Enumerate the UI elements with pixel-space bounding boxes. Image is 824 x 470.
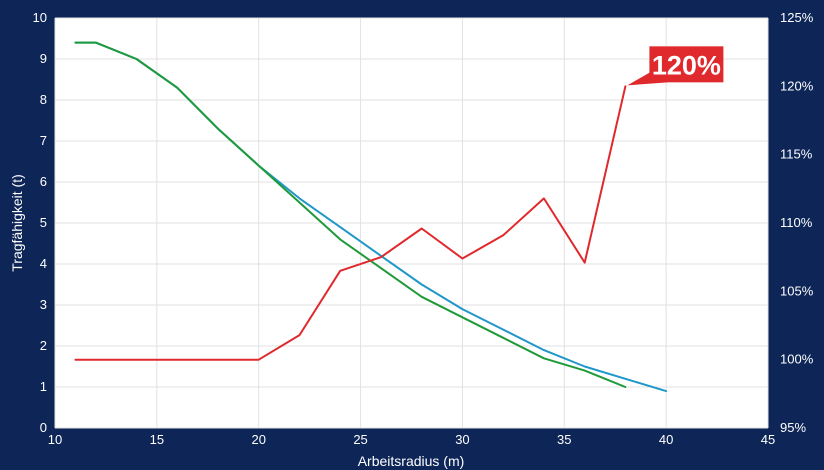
x-tick-label: 30 bbox=[455, 432, 469, 447]
y2-tick-label: 110% bbox=[780, 215, 813, 230]
series-line-2 bbox=[74, 41, 627, 388]
y2-tick-label: 120% bbox=[780, 78, 814, 93]
y-tick-label: 0 bbox=[40, 420, 47, 435]
y-tick-label: 2 bbox=[40, 338, 47, 353]
x-tick-label: 10 bbox=[48, 432, 62, 447]
y2-tick-label: 105% bbox=[780, 283, 814, 298]
y-tick-label: 3 bbox=[40, 297, 47, 312]
y-tick-label: 5 bbox=[40, 215, 47, 230]
x-tick-label: 15 bbox=[150, 432, 164, 447]
x-tick-label: 40 bbox=[659, 432, 673, 447]
y-tick-label: 8 bbox=[40, 92, 47, 107]
y-tick-label: 7 bbox=[40, 133, 47, 148]
x-tick-label: 20 bbox=[251, 432, 265, 447]
y-tick-label: 9 bbox=[40, 51, 47, 66]
series-line-3 bbox=[74, 85, 627, 361]
y2-tick-label: 125% bbox=[780, 10, 814, 25]
y-tick-labels: 0 1 2 3 4 5 6 7 8 9 10 bbox=[33, 10, 47, 435]
annotation-box bbox=[649, 46, 724, 83]
x-axis-title: Arbeitsradius (m) bbox=[358, 453, 465, 469]
y-tick-label: 6 bbox=[40, 174, 47, 189]
x-tick-labels: 10 15 20 25 30 35 40 45 bbox=[48, 432, 775, 447]
grid-layer bbox=[54, 17, 769, 429]
y-tick-label: 10 bbox=[33, 10, 47, 25]
y2-tick-label: 95% bbox=[780, 420, 806, 435]
y2-tick-label: 100% bbox=[780, 352, 814, 367]
x-tick-label: 45 bbox=[761, 432, 775, 447]
y-axis-title: Tragfähigkeit (t) bbox=[9, 174, 25, 272]
y2-tick-labels: 95% 100% 105% 110% 115% 120% 125% bbox=[780, 10, 814, 435]
y2-tick-label: 115% bbox=[780, 147, 813, 162]
annotation-label: 120% bbox=[652, 50, 721, 80]
x-tick-label: 25 bbox=[353, 432, 367, 447]
x-tick-label: 35 bbox=[557, 432, 571, 447]
y-tick-label: 4 bbox=[40, 256, 47, 271]
annotation-layer: 120% bbox=[627, 46, 724, 86]
y-tick-label: 1 bbox=[40, 379, 47, 394]
series-layer bbox=[74, 41, 668, 393]
